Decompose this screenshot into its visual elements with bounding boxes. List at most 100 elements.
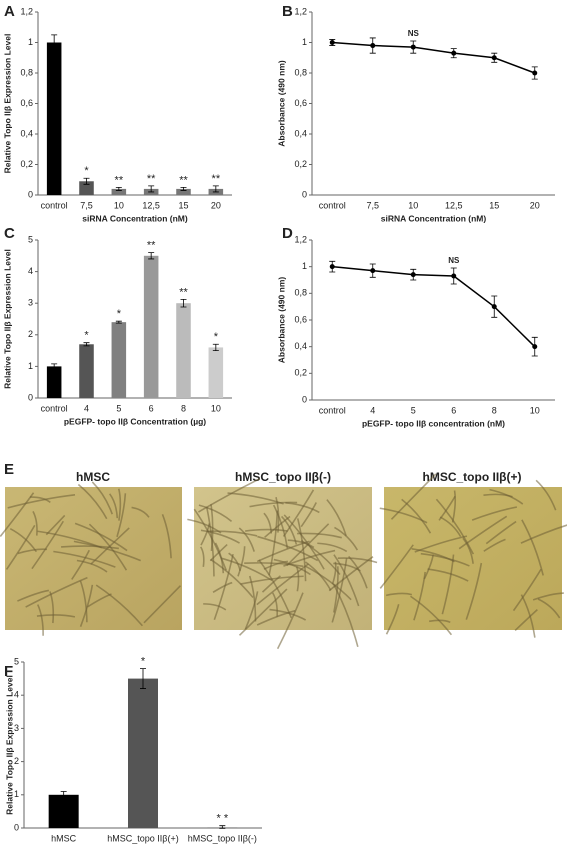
cell [32, 510, 38, 536]
cell [348, 555, 368, 589]
x-tick-label: hMSC_topo IIβ(+) [107, 833, 178, 843]
cell [337, 557, 378, 564]
significance-label: * [141, 656, 146, 668]
cell [296, 518, 307, 582]
cell [271, 592, 279, 617]
cell [244, 591, 259, 630]
error-bar [83, 342, 90, 347]
y-tick-label: 1,2 [20, 6, 33, 16]
significance-label: * [84, 165, 89, 177]
error-bar [140, 668, 146, 689]
x-tick-label: 10 [211, 403, 221, 413]
cell [261, 575, 281, 593]
cell [428, 619, 451, 624]
cell [73, 540, 142, 562]
cell [334, 526, 359, 551]
cell [331, 558, 348, 623]
y-axis-label: Relative Topo IIβ Expression Level [4, 675, 14, 815]
y-tick-label: 1 [14, 789, 19, 799]
marker [451, 50, 457, 56]
cell [465, 562, 483, 620]
y-tick-label: 0,6 [294, 314, 307, 324]
marker [532, 344, 538, 350]
significance-label: ** [179, 174, 188, 186]
error-bar [51, 34, 58, 51]
significance-label: ** [147, 173, 156, 185]
cell [439, 516, 462, 537]
x-tick-label: 10 [114, 200, 124, 210]
x-axis-label: pEGFP- topo IIβ concentration (nM) [362, 418, 505, 428]
cell [212, 581, 233, 594]
significance-label: * * [217, 813, 229, 825]
cell [0, 492, 35, 537]
y-axis-label: Absorbance (490 nm) [276, 277, 286, 364]
y-tick-label: 0,6 [20, 98, 33, 108]
cell [390, 473, 437, 520]
cell [9, 527, 38, 553]
y-tick-label: 0 [28, 189, 33, 199]
significance-label: * [214, 331, 219, 343]
cell [328, 556, 374, 592]
cell [483, 538, 506, 552]
cell [489, 488, 524, 505]
cell [143, 585, 182, 624]
y-tick-label: 1 [28, 37, 33, 47]
y-tick-label: 0,2 [294, 159, 307, 169]
bar [48, 794, 79, 828]
cell [521, 519, 544, 576]
line [332, 41, 536, 74]
cell [209, 543, 228, 562]
marker [491, 304, 497, 310]
x-tick-label: control [319, 405, 346, 415]
cell [200, 546, 205, 567]
cell [198, 478, 261, 513]
x-tick-label: 4 [84, 403, 89, 413]
marker [532, 70, 538, 76]
cell [5, 524, 36, 570]
panel-letter: B [282, 3, 293, 20]
y-tick-label: 1 [302, 37, 307, 47]
y-tick-label: 0,8 [294, 288, 307, 298]
cell [244, 562, 304, 568]
cell [91, 481, 113, 515]
cell [331, 561, 337, 585]
marker [329, 40, 335, 45]
y-tick-label: 0 [302, 189, 307, 199]
cell [282, 489, 315, 537]
x-tick-label: 8 [492, 405, 497, 415]
significance-label: NS [408, 29, 420, 38]
cell [238, 527, 255, 552]
panel-letter: C [4, 225, 15, 242]
bar [176, 188, 191, 195]
y-tick-label: 0 [14, 822, 19, 832]
error-bar [115, 186, 122, 191]
cell [214, 542, 225, 574]
x-tick-label: 12,5 [142, 200, 160, 210]
error-bar [180, 186, 187, 191]
x-tick-label: 15 [489, 200, 499, 210]
cell [264, 515, 291, 538]
x-tick-label: control [41, 403, 68, 413]
cell [435, 498, 475, 555]
y-axis-label: Relative Topo IIβ Expression Level [2, 249, 12, 389]
y-tick-label: 1 [302, 261, 307, 271]
significance-label: ** [212, 173, 221, 185]
cell [71, 549, 90, 580]
marker [491, 55, 497, 61]
cell [326, 499, 347, 536]
cell [79, 584, 94, 627]
cell [423, 554, 434, 580]
cell [333, 554, 360, 607]
cell [305, 565, 352, 601]
y-tick-label: 0,8 [294, 67, 307, 77]
x-tick-label: 7,5 [80, 200, 93, 210]
image-title: hMSC_topo IIβ(-) [235, 470, 331, 484]
bar [176, 303, 191, 398]
x-tick-label: 12,5 [445, 200, 463, 210]
cell [300, 502, 317, 528]
x-tick-label: 10 [408, 200, 418, 210]
marker [370, 268, 376, 274]
y-tick-label: 4 [28, 266, 33, 276]
cell [240, 575, 304, 585]
x-axis-label: siRNA Concentration (nM) [82, 213, 188, 223]
